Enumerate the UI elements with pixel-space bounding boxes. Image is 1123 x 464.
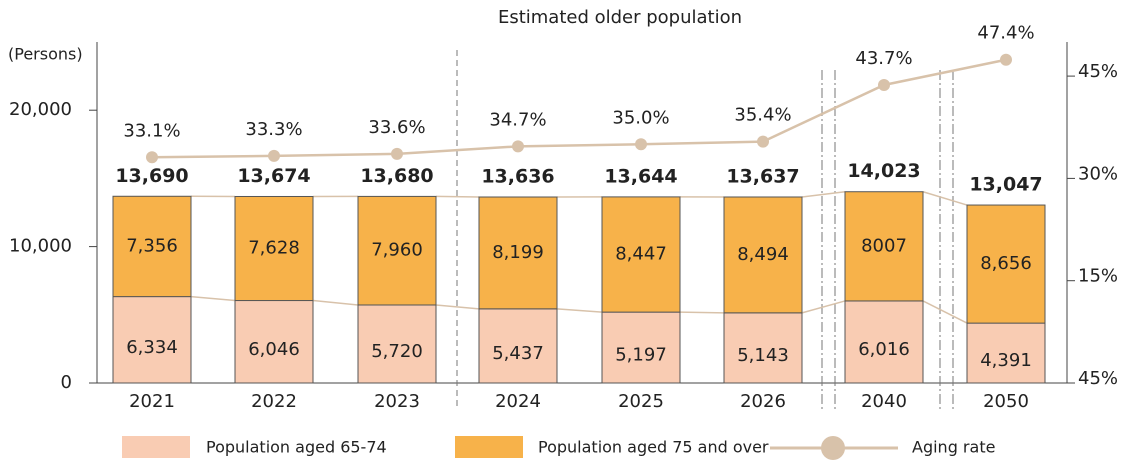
line (151, 58, 1007, 159)
y-tick-label: 10,000 (9, 236, 72, 257)
y2-tick-label: 45% (1078, 61, 1118, 82)
y-tick-label: 20,000 (9, 99, 72, 120)
total-label: 13,636 (481, 166, 554, 188)
line-marker (878, 78, 890, 91)
bar-segment (966, 322, 1046, 384)
total-label: 13,047 (969, 174, 1042, 196)
connector (312, 299, 359, 306)
connector (435, 195, 480, 198)
chart-title: Estimated older population (498, 7, 742, 28)
data-label: 8,494 (737, 244, 789, 265)
total-label: 13,644 (604, 165, 677, 187)
line-marker (635, 138, 647, 151)
data-label: 33.1% (123, 120, 180, 141)
bar-segment (478, 196, 558, 310)
total-label: 13,680 (360, 165, 433, 187)
connector (190, 295, 236, 302)
line-marker (1000, 53, 1012, 66)
bar-segment (112, 195, 192, 298)
data-label: 7,960 (371, 240, 423, 261)
data-label: 8007 (861, 235, 907, 256)
x-tick-label: 2026 (740, 391, 786, 412)
legend-swatch (455, 436, 523, 458)
bar-segment (357, 304, 437, 384)
connector (922, 191, 968, 206)
total-label: 14,023 (847, 160, 920, 182)
bar-segment (234, 300, 314, 384)
y2-tick-label: 15% (1078, 266, 1118, 287)
total-label: 13,690 (115, 165, 188, 187)
connector (679, 311, 725, 314)
bar-segment (844, 191, 924, 302)
legend-label: Aging rate (912, 438, 995, 457)
data-label: 5,143 (737, 345, 789, 366)
data-label: 4,391 (980, 350, 1032, 371)
x-tick-label: 2021 (129, 391, 175, 412)
data-label: 5,437 (492, 343, 544, 364)
data-label: 5,720 (371, 341, 423, 362)
data-label: 47.4% (977, 23, 1034, 44)
x-tick-label: 2050 (983, 391, 1029, 412)
bar-segment (112, 296, 192, 384)
bar-segment (357, 195, 437, 306)
bar-segment (844, 300, 924, 384)
legend-swatch (122, 436, 190, 458)
line-marker (391, 147, 403, 160)
legend-label: Population aged 75 and over (538, 438, 769, 457)
x-tick-label: 2040 (861, 391, 907, 412)
x-tick-label: 2022 (251, 391, 297, 412)
y2-tick-label: 30% (1078, 163, 1118, 184)
y2-tick-label: 45% (1078, 368, 1118, 389)
connector (801, 190, 846, 198)
data-label: 5,197 (615, 345, 667, 366)
legend-swatch (821, 436, 845, 460)
data-label: 35.4% (734, 105, 791, 126)
bar-segment (966, 204, 1046, 324)
data-label: 8,199 (492, 242, 544, 263)
bar-segment (601, 311, 681, 384)
bar-segment (234, 195, 314, 302)
total-label: 13,637 (726, 165, 799, 187)
x-tick-label: 2025 (618, 391, 664, 412)
x-tick-label: 2023 (374, 391, 420, 412)
y-tick-label: 0 (61, 372, 72, 393)
bar-segment (723, 196, 803, 314)
data-label: 35.0% (612, 107, 669, 128)
data-label: 8,447 (615, 244, 667, 265)
data-label: 7,356 (126, 235, 178, 256)
connector (922, 300, 968, 324)
data-label: 6,334 (126, 337, 178, 358)
line-marker (757, 135, 769, 148)
data-label: 33.6% (368, 117, 425, 138)
data-label: 7,628 (248, 238, 300, 259)
bar-segment (601, 196, 681, 313)
legend-label: Population aged 65-74 (206, 438, 387, 457)
connector (435, 304, 480, 310)
line-marker (268, 149, 280, 162)
connector (801, 300, 846, 314)
line-marker (146, 151, 158, 164)
data-label: 8,656 (980, 253, 1032, 274)
x-tick-label: 2024 (495, 391, 541, 412)
line-marker (512, 140, 524, 153)
connector (556, 308, 603, 313)
data-label: 6,046 (248, 339, 300, 360)
data-label: 43.7% (855, 48, 912, 69)
total-label: 13,674 (237, 165, 310, 187)
bar-segment (723, 312, 803, 384)
y-axis-label: (Persons) (8, 45, 83, 64)
data-label: 34.7% (489, 109, 546, 130)
data-label: 33.3% (245, 119, 302, 140)
data-label: 6,016 (858, 339, 910, 360)
